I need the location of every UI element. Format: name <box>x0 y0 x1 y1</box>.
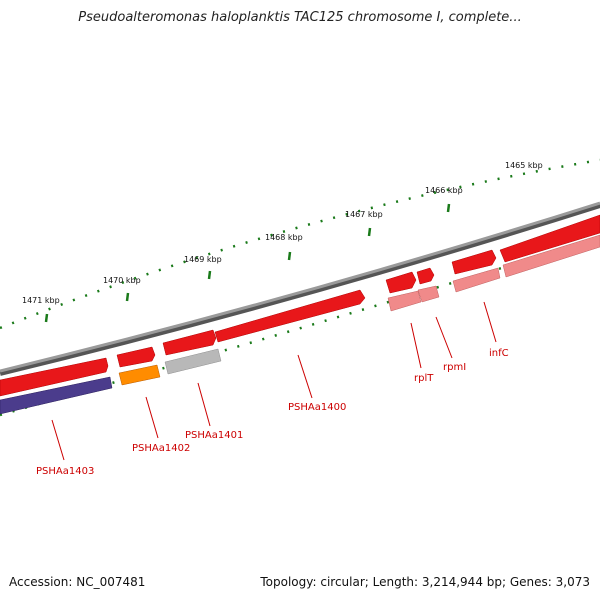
scale-major-tick <box>446 203 451 213</box>
scale-major-tick <box>287 251 292 261</box>
gene-label[interactable]: PSHAa1402 <box>132 443 190 454</box>
gene-leader-line <box>197 382 211 427</box>
gene-leader-line <box>145 396 159 439</box>
gene-arrow-PSHAa1400[interactable] <box>214 289 366 343</box>
gene-labels: infC rpmI rplT PSHAa1400 PSHAa1401 PSHAa1402 P… <box>36 301 509 477</box>
scale-tick-label: 1467 kbp <box>345 210 383 219</box>
scale-tick-label: 1470 kbp <box>103 276 141 285</box>
gene-label[interactable]: PSHAa1403 <box>36 466 94 477</box>
gene-label[interactable]: PSHAa1401 <box>185 430 243 441</box>
feature-PSHAa1403[interactable] <box>0 376 113 415</box>
scale-major-tick <box>125 292 130 302</box>
gene-leader-line <box>51 419 65 461</box>
feature-track <box>0 234 600 415</box>
scale-tick-labels: 1465 kbp 1466 kbp 1467 kbp 1468 kbp 1469 kbp… <box>22 161 543 305</box>
gene-arrow-PSHAa1401[interactable] <box>162 329 217 356</box>
gene-leader-line <box>297 354 313 399</box>
gene-label[interactable]: rplT <box>414 373 434 384</box>
gene-leader-line <box>410 322 422 369</box>
feature-PSHAa1399[interactable] <box>452 267 501 293</box>
scale-tick-label: 1468 kbp <box>265 233 303 242</box>
gene-leader-line <box>435 316 453 359</box>
scale-track-outer <box>0 158 600 330</box>
scale-tick-label: 1471 kbp <box>22 296 60 305</box>
forward-genes <box>0 214 600 397</box>
scale-major-tick <box>44 313 49 323</box>
scale-major-tick <box>367 227 372 237</box>
scale-tick-label: 1465 kbp <box>505 161 543 170</box>
feature-infC[interactable] <box>502 234 600 278</box>
scale-major-ticks <box>44 203 451 323</box>
gene-leader-line <box>483 301 497 343</box>
feature-PSHAa1402[interactable] <box>118 364 161 386</box>
backbone-shadow <box>0 202 600 376</box>
scale-tick-label: 1466 kbp <box>425 186 463 195</box>
gene-arrow-rplT[interactable] <box>385 271 417 294</box>
feature-PSHAa1401[interactable] <box>164 348 222 375</box>
genome-summary-text: Topology: circular; Length: 3,214,944 bp… <box>260 575 590 589</box>
feature-rpmI[interactable] <box>417 285 440 303</box>
accession-text: Accession: NC_007481 <box>9 575 146 589</box>
gene-label[interactable]: infC <box>489 348 509 359</box>
gene-label[interactable]: rpmI <box>443 362 466 373</box>
gene-arrow-PSHAa1403[interactable] <box>0 357 109 397</box>
feature-rplT[interactable] <box>387 290 422 312</box>
scale-major-tick <box>207 270 212 280</box>
scale-tick-label: 1469 kbp <box>184 255 222 264</box>
backbone <box>0 201 600 373</box>
gene-arrow-infC[interactable] <box>499 214 600 263</box>
map-title: Pseudoalteromonas haloplanktis TAC125 ch… <box>78 10 522 25</box>
gene-arrow-PSHAa1399[interactable] <box>451 249 497 275</box>
scale-track-inner <box>0 236 600 417</box>
gene-arrow-PSHAa1402[interactable] <box>116 346 156 368</box>
gene-label[interactable]: PSHAa1400 <box>288 402 346 413</box>
gene-arrow-rpmI[interactable] <box>416 267 435 285</box>
